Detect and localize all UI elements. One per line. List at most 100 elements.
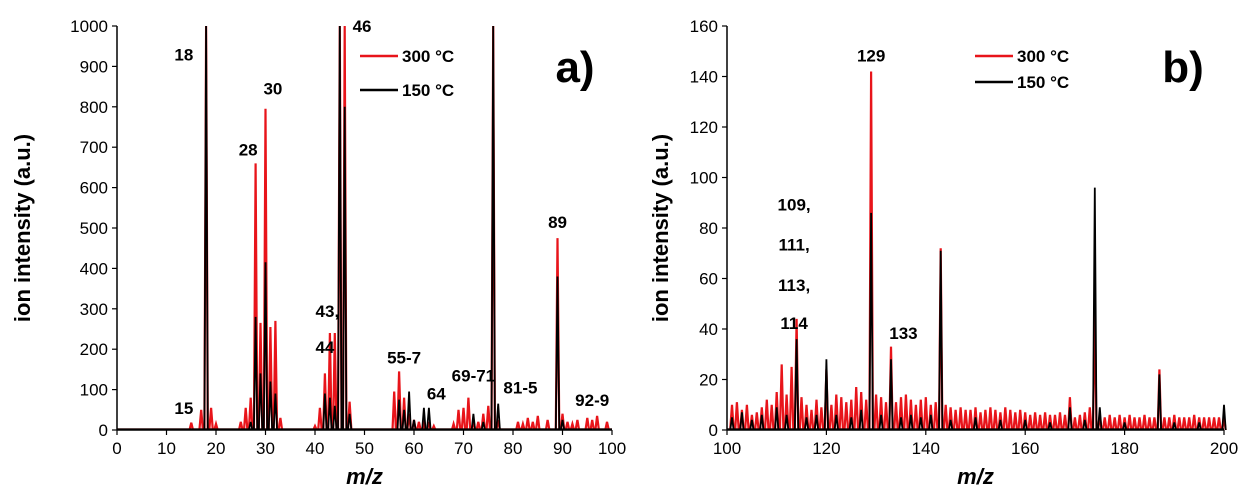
peak-27 [247,397,254,431]
peak-68 [450,419,457,431]
peak-177 [1106,414,1113,431]
peak-63 [426,407,432,431]
x-tick-label: 80 [504,439,523,458]
peak-18 [203,25,209,431]
peak-104 [744,404,750,431]
peak-85 [534,415,541,431]
peak-130 [873,394,879,431]
peak-152 [982,409,989,431]
peak-144 [942,404,949,431]
peak-93 [574,419,581,431]
peak-183 [1136,417,1143,431]
peak-129 [868,212,874,431]
x-tick-label: 100 [598,439,626,458]
peak-annotation: 81-5 [503,379,537,398]
peak-191 [1176,417,1183,431]
peak-125 [848,417,854,431]
peak-annotation: 129 [857,46,885,65]
peak-171 [1077,414,1083,431]
x-axis-title: m/z [346,464,383,489]
peak-annotation: 55-7 [387,348,421,367]
peak-annotation: 89 [548,213,567,232]
peak-147 [957,407,964,431]
peak-168 [1062,414,1068,431]
peak-87 [544,419,551,431]
peak-160 [1022,419,1028,431]
panel-label: b) [1162,43,1204,92]
peak-185 [1146,417,1153,431]
y-tick-label: 120 [690,118,718,137]
x-tick-label: 100 [713,439,741,458]
peak-139 [918,417,924,431]
chart-panel-a: 0 100 200 300 400 500 600 700 800 900 1000 0 10 20 30 4… [10,17,626,489]
peak-29 [257,373,264,431]
peak-193 [1186,417,1192,431]
peak-59 [406,391,412,431]
peak-27 [248,421,254,431]
peak-annotation: 44 [315,338,334,357]
y-tick-label: 140 [690,68,718,87]
peak-101 [729,417,735,431]
peak-107 [759,414,765,431]
peak-99 [604,421,610,431]
peak-96 [589,419,595,431]
peak-157 [1007,409,1014,431]
peak-77 [495,403,501,431]
peak-62 [421,407,427,431]
peak-126 [853,387,860,431]
peak-165 [1047,422,1053,431]
peak-annotation: 109, [778,195,811,214]
peak-41 [317,407,323,431]
peak-annotation: 69-71 [452,367,495,386]
peak-43 [327,332,333,431]
peak-45 [337,25,343,431]
peak-140 [923,397,929,431]
peak-120 [823,359,829,431]
peak-28 [253,316,259,431]
peak-109 [768,404,775,431]
peak-19 [208,407,214,431]
peak-111 [778,364,785,431]
peak-74 [480,421,486,431]
y-tick-label: 400 [80,259,108,278]
peak-76 [490,25,496,431]
series-300C [117,25,612,431]
peak-20 [213,419,219,431]
peak-82 [520,419,526,431]
peak-89 [554,276,561,431]
x-tick-label: 10 [157,439,176,458]
peak-174 [1092,187,1098,431]
peak-114 [793,339,800,431]
peak-102 [734,402,740,431]
x-tick-label: 160 [1011,439,1039,458]
x-tick-label: 180 [1110,439,1138,458]
y-tick-label: 0 [99,421,108,440]
peak-176 [1101,417,1108,431]
peak-115 [798,397,805,431]
y-tick-label: 200 [80,340,108,359]
peak-179 [1116,414,1123,431]
panel-label: a) [555,43,594,92]
peak-56 [391,391,397,431]
peak-190 [1171,422,1177,431]
x-tick-label: 40 [306,439,325,458]
peak-69 [455,409,462,431]
peak-194 [1191,414,1197,431]
x-tick-label: 50 [355,439,374,458]
y-tick-label: 500 [80,219,108,238]
peak-133 [888,359,894,431]
peak-135 [898,397,904,431]
peak-annotation: 114 [780,314,808,333]
peak-46 [342,106,348,431]
peak-annotation: 113, [778,276,810,295]
peak-163 [1037,414,1043,431]
peak-164 [1042,412,1048,431]
peak-60 [411,419,417,431]
peak-119 [818,407,825,431]
peak-187 [1156,374,1162,431]
peak-81 [515,421,521,431]
peak-180 [1122,422,1128,431]
y-axis-title: ion intensity (a.u.) [10,134,35,322]
peak-142 [932,402,939,431]
peak-annotation: 92-9 [575,391,609,410]
